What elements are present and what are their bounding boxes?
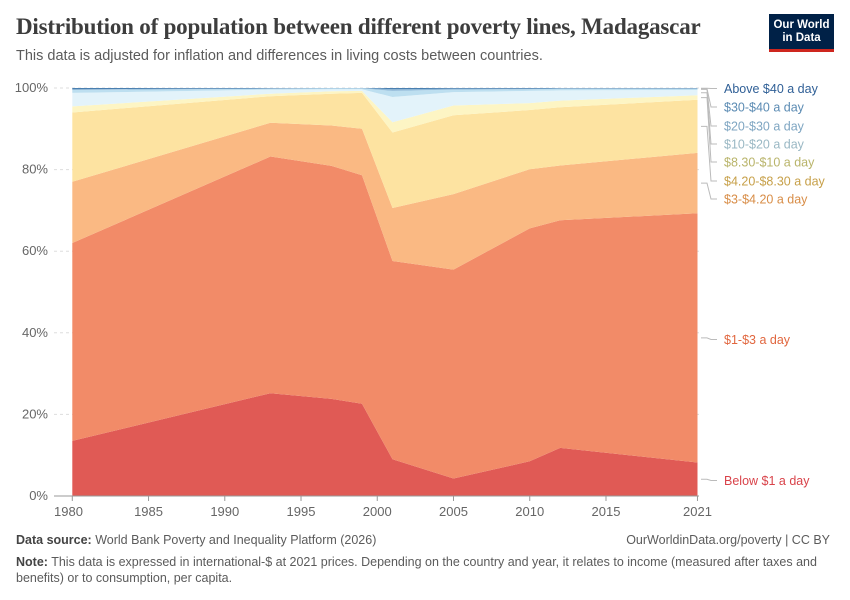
legend-connector — [701, 125, 717, 182]
area-series-6[interactable] — [72, 88, 698, 97]
legend-label[interactable]: Above $40 a day — [724, 82, 819, 96]
area-series-8[interactable] — [72, 88, 698, 90]
legend-label[interactable]: $3-$4.20 a day — [724, 193, 808, 207]
x-tick-label: 2015 — [592, 504, 621, 516]
chart-title: Distribution of population between diffe… — [16, 14, 701, 39]
area-series-0[interactable] — [72, 393, 698, 496]
y-tick-label: 60% — [22, 243, 48, 258]
legend: Below $1 a day $1-$3 a day $3-$4.20 a day $… — [701, 82, 826, 488]
area-series-2[interactable] — [72, 122, 698, 270]
legend-connector — [701, 88, 717, 127]
legend-connector — [701, 182, 717, 200]
legend-label[interactable]: $1-$3 a day — [724, 333, 791, 347]
legend-connector — [701, 97, 717, 163]
legend-connector — [701, 92, 717, 145]
area-series-3[interactable] — [72, 92, 698, 208]
legend-connector — [701, 478, 717, 481]
area-series-1[interactable] — [72, 156, 698, 479]
logo-line-2: in Data — [782, 32, 821, 44]
x-tick-label: 2000 — [363, 504, 392, 516]
x-axis: 1980 1985 1990 1995 2000 2005 2010 2015 2021 — [54, 495, 712, 516]
x-tick-label: 2021 — [683, 504, 712, 516]
legend-label[interactable]: $20-$30 a day — [724, 120, 805, 134]
legend-connector — [701, 337, 717, 340]
owid-logo[interactable]: Our World in Data — [769, 14, 834, 52]
x-tick-label: 1995 — [287, 504, 316, 516]
x-tick-label: 2010 — [515, 504, 544, 516]
legend-label[interactable]: Below $1 a day — [724, 474, 810, 488]
y-tick-label: 80% — [22, 162, 48, 177]
y-tick-label: 20% — [22, 406, 48, 421]
x-tick-label: 1980 — [54, 504, 83, 516]
data-source: Data source: World Bank Poverty and Ineq… — [16, 533, 376, 547]
y-axis: 0% 20% 40% 60% 80% 100% — [15, 80, 49, 503]
logo-line-1: Our World — [773, 19, 830, 31]
source-url-link[interactable]: OurWorldinData.org/poverty | CC BY — [626, 533, 830, 547]
area-series-5[interactable] — [72, 89, 698, 123]
y-tick-label: 100% — [15, 80, 49, 95]
legend-label[interactable]: $30-$40 a day — [724, 101, 805, 115]
data-source-text: World Bank Poverty and Inequality Platfo… — [95, 533, 377, 547]
x-tick-label: 1990 — [210, 504, 239, 516]
chart-note: Note: This data is expressed in internat… — [16, 554, 826, 586]
data-source-label: Data source: — [16, 533, 92, 547]
x-tick-label: 1985 — [134, 504, 163, 516]
area-series-7[interactable] — [72, 88, 698, 91]
chart-subtitle: This data is adjusted for inflation and … — [16, 48, 543, 64]
x-tick-label: 2005 — [439, 504, 468, 516]
legend-label[interactable]: $4.20-$8.30 a day — [724, 175, 826, 189]
area-series — [72, 88, 698, 496]
stacked-area-chart: 0% 20% 40% 60% 80% 100% 1980 1985 1990 1995 2000 2… — [15, 80, 826, 516]
y-tick-label: 0% — [29, 488, 48, 503]
y-tick-label: 40% — [22, 325, 48, 340]
note-text: This data is expressed in international-… — [16, 555, 817, 585]
note-label: Note: — [16, 555, 48, 569]
legend-label[interactable]: $10-$20 a day — [724, 138, 805, 152]
legend-label[interactable]: $8.30-$10 a day — [724, 156, 815, 170]
